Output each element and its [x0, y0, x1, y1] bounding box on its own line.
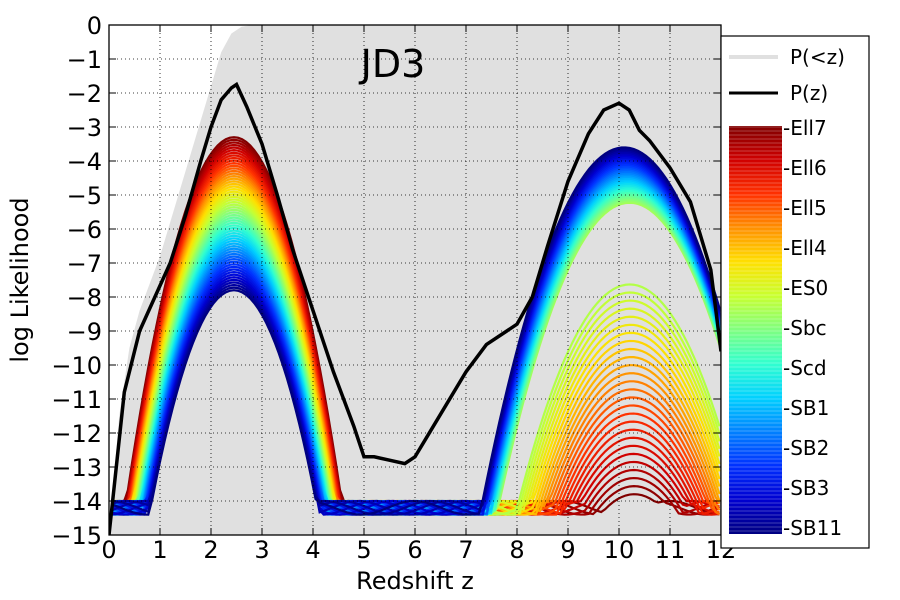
legend: P(<z) P(z) -Ell7-Ell6-Ell5-Ell4-ES0-Sbc-…: [720, 35, 870, 549]
template-curve: [111, 153, 721, 516]
x-tick-label: 5: [356, 536, 371, 564]
chart-title: JD3: [359, 42, 426, 86]
colorbar-label: -SB2: [783, 436, 829, 460]
y-tick-label: −11: [51, 386, 102, 414]
y-axis-label: log Likelihood: [6, 197, 34, 362]
x-tick-label: 10: [604, 536, 635, 564]
y-tick-label: 0: [87, 12, 102, 40]
colorbar-label: -SB1: [783, 396, 829, 420]
colorbar-label: -Scd: [783, 356, 827, 380]
x-tick-label: 0: [101, 536, 116, 564]
colorbar-labels: -Ell7 -Ell6 -Ell5 -Ell4 -ES0 -Sbc -Scd -SB1 -SB2…: [783, 116, 842, 540]
y-tick-label: −1: [67, 46, 102, 74]
cumulative-probability-area: [109, 25, 721, 535]
y-tick-label: −7: [67, 250, 102, 278]
x-tick-label: 3: [254, 536, 269, 564]
y-tick-label: −8: [67, 284, 102, 312]
y-tick-labels: 0 −1 −2 −3 −4 −5 −6 −7 −8 −9 −10 −11 −12 −13 −14 −15: [51, 12, 102, 550]
y-tick-label: −6: [67, 216, 102, 244]
template-curve: [111, 160, 721, 516]
x-tick-label: 7: [458, 536, 473, 564]
colorbar-label: -Ell6: [783, 156, 827, 180]
y-tick-label: −12: [51, 420, 102, 448]
x-tick-label: 8: [509, 536, 524, 564]
template-curve: [111, 146, 721, 516]
y-tick-label: −10: [51, 352, 102, 380]
x-tick-label: 4: [305, 536, 320, 564]
colorbar-label: -Ell7: [783, 116, 827, 140]
colorbar-label: -SB3: [783, 476, 829, 500]
colorbar-label: -Ell4: [783, 236, 827, 260]
x-axis-label: Redshift z: [356, 567, 474, 595]
template-curve: [111, 148, 721, 516]
y-tick-label: −15: [51, 522, 102, 550]
colorbar-label: -Sbc: [783, 316, 827, 340]
y-tick-label: −3: [67, 114, 102, 142]
x-tick-labels: 0 1 2 3 4 5 6 7 8 9 10 11 12: [101, 536, 736, 564]
x-tick-label: 6: [407, 536, 422, 564]
y-tick-label: −14: [51, 488, 102, 516]
x-tick-label: 9: [560, 536, 575, 564]
x-tick-label: 11: [655, 536, 686, 564]
y-tick-label: −9: [67, 318, 102, 346]
pz-line: [109, 81, 721, 535]
axis-ticks: [108, 24, 722, 536]
grid-lines: [109, 25, 721, 535]
y-tick-label: −13: [51, 454, 102, 482]
template-curve: [111, 149, 721, 516]
template-curve: [111, 154, 721, 516]
colorbar-label: -Ell5: [783, 196, 827, 220]
x-tick-label: 2: [203, 536, 218, 564]
y-tick-label: −4: [67, 148, 102, 176]
y-tick-label: −5: [67, 182, 102, 210]
colorbar-stripes: [729, 126, 782, 532]
y-tick-label: −2: [67, 80, 102, 108]
legend-pz-label: P(z): [790, 81, 828, 105]
template-colorbar: [729, 126, 782, 534]
colorbar-label: -ES0: [783, 276, 828, 300]
colorbar-label: -SB11: [783, 516, 842, 540]
template-curve: [111, 151, 721, 516]
legend-cumulative-label: P(<z): [790, 45, 845, 69]
template-likelihood-curves: [111, 136, 721, 516]
x-tick-label: 1: [152, 536, 167, 564]
